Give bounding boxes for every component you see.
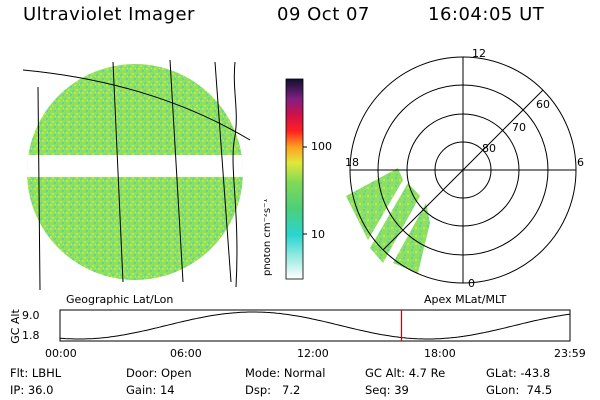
timeline-ytick-9: 9.0: [22, 309, 40, 322]
polar-grid: [349, 56, 577, 284]
mlt-label-0: 0: [468, 277, 475, 290]
status-glat: GLat: -43.8: [486, 366, 551, 380]
status-gain: Gain: 14: [126, 383, 175, 397]
mlt-label-12: 12: [472, 47, 486, 60]
status-glon: GLon: 74.5: [486, 383, 553, 397]
timeline-xtick-0600: 06:00: [170, 347, 202, 360]
lat-label-60: 60: [536, 98, 550, 111]
geographic-grid-lines: [22, 59, 251, 291]
lat-label-70: 70: [512, 121, 526, 134]
status-ip: IP: 36.0: [10, 383, 54, 397]
status-dsp: Dsp: 7.2: [245, 383, 301, 397]
uv-disk-image: [27, 64, 243, 280]
altitude-curve: [59, 311, 571, 340]
auroral-image-overlay: [346, 168, 430, 273]
time-label: 16:04:05 UT: [428, 4, 545, 25]
timeline-xtick-1200: 12:00: [297, 347, 329, 360]
timeline-xtick-1800: 18:00: [424, 347, 456, 360]
timeline-xtick-2359: 23:59: [554, 347, 586, 360]
polar-plot: [346, 56, 577, 284]
status-seq: Seq: 39: [365, 383, 409, 397]
timeline-ylabel: GC Alt: [8, 309, 22, 344]
timeline-xtick-0000: 00:00: [45, 347, 77, 360]
status-gc-alt: GC Alt: 4.7 Re: [365, 366, 446, 380]
mlt-label-6: 6: [577, 156, 584, 169]
geographic-panel-label: Geographic Lat/Lon: [66, 293, 174, 306]
geographic-image-panel: [22, 59, 251, 291]
apex-panel-label: Apex MLat/MLT: [424, 293, 507, 306]
timeline-ytick-1-8: 1.8: [22, 329, 40, 342]
colorbar-unit-label: photon cm⁻²s⁻¹: [264, 199, 273, 276]
colorbar: photon cm⁻²s⁻¹: [264, 78, 307, 280]
colorbar-gradient: [285, 78, 304, 280]
mlt-label-18: 18: [345, 156, 359, 169]
colorbar-tick-100: 100: [311, 140, 332, 153]
altitude-timeline: [59, 309, 571, 342]
date-label: 09 Oct 07: [277, 4, 370, 25]
colorbar-tick-10: 10: [311, 228, 325, 241]
status-filter: Flt: LBHL: [10, 366, 62, 380]
lat-label-80: 80: [482, 142, 496, 155]
status-door: Door: Open: [126, 366, 192, 380]
instrument-title: Ultraviolet Imager: [23, 4, 195, 25]
status-mode: Mode: Normal: [245, 366, 326, 380]
